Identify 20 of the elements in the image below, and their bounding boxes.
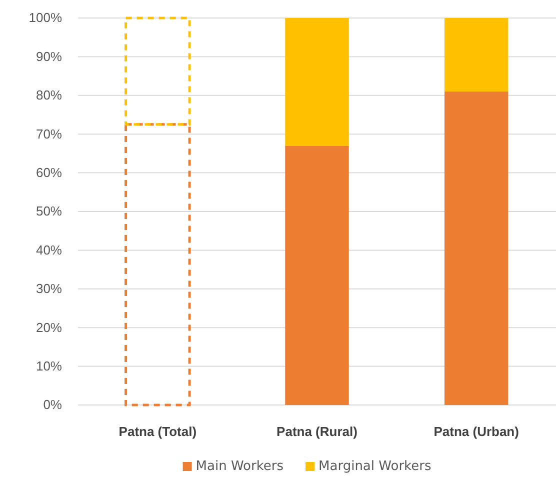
y-tick-label: 40% <box>36 242 62 258</box>
bar <box>285 18 349 146</box>
x-tick-label: Patna (Rural) <box>276 424 358 440</box>
y-tick-label: 90% <box>36 48 62 64</box>
legend-label: Main Workers <box>196 459 284 474</box>
y-tick-label: 50% <box>36 204 62 219</box>
x-tick-label: Patna (Total) <box>118 424 197 440</box>
legend-label: Marginal Workers <box>318 459 432 474</box>
y-tick-label: 60% <box>36 164 62 180</box>
bar <box>444 18 508 92</box>
y-tick-label: 0% <box>43 397 62 412</box>
bar <box>285 146 349 405</box>
y-tick-label: 20% <box>36 320 62 335</box>
y-tick-label: 100% <box>28 10 62 26</box>
y-tick-label: 80% <box>36 88 62 103</box>
y-tick-label: 70% <box>36 126 62 142</box>
y-tick-label: 10% <box>36 358 62 374</box>
x-tick-label: Patna (Urban) <box>434 424 519 440</box>
bar <box>444 92 508 405</box>
y-tick-label: 30% <box>36 281 62 296</box>
